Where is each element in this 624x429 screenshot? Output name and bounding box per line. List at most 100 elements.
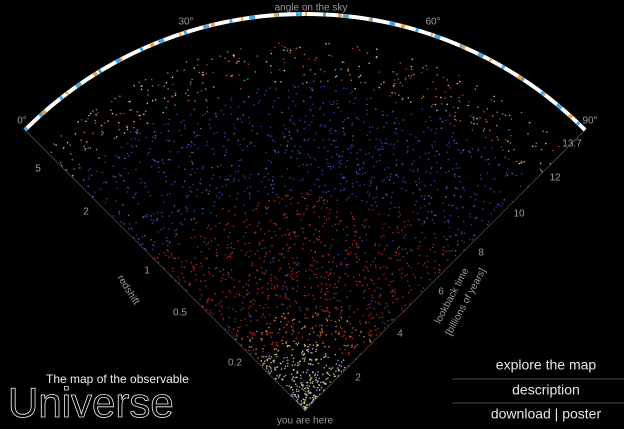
galaxy-dot [340, 370, 343, 373]
galaxy-dot [233, 123, 235, 125]
galaxy-dot [197, 147, 200, 150]
galaxy-dot [436, 171, 439, 173]
galaxy-dot [362, 163, 365, 165]
galaxy-dot [302, 371, 305, 374]
galaxy-dot [214, 267, 217, 270]
galaxy-dot [402, 180, 404, 182]
galaxy-dot [354, 253, 357, 255]
galaxy-dot [448, 142, 451, 144]
galaxy-dot [469, 213, 471, 215]
galaxy-dot [153, 245, 155, 247]
galaxy-dot [336, 211, 338, 213]
galaxy-dot [297, 213, 299, 215]
galaxy-dot [345, 345, 348, 347]
galaxy-dot [288, 233, 290, 236]
galaxy-dot [545, 131, 548, 133]
galaxy-dot [497, 203, 500, 206]
galaxy-dot [343, 176, 345, 179]
galaxy-dot [307, 348, 310, 351]
galaxy-dot [381, 253, 383, 255]
galaxy-dot [522, 161, 524, 164]
galaxy-dot [319, 108, 321, 110]
galaxy-dot [312, 206, 314, 209]
galaxy-dot [334, 320, 337, 323]
galaxy-dot [204, 88, 207, 90]
galaxy-dot [255, 282, 258, 285]
galaxy-dot [201, 192, 203, 194]
galaxy-dot [480, 177, 483, 180]
galaxy-dot [326, 200, 329, 203]
galaxy-dot [297, 264, 299, 266]
galaxy-dot [309, 96, 312, 99]
galaxy-dot [445, 238, 448, 241]
galaxy-dot [378, 213, 381, 216]
galaxy-dot [363, 161, 365, 164]
galaxy-dot [308, 385, 311, 387]
galaxy-dot [166, 249, 168, 251]
galaxy-dot [358, 118, 360, 121]
galaxy-dot [337, 359, 339, 362]
galaxy-dot [228, 195, 231, 198]
galaxy-dot [288, 266, 291, 269]
galaxy-dot [200, 265, 203, 268]
galaxy-dot [353, 217, 355, 220]
galaxy-dot [304, 313, 307, 316]
galaxy-dot [368, 334, 371, 337]
galaxy-dot [316, 374, 319, 376]
galaxy-dot [383, 126, 385, 128]
menu-item[interactable]: explore the map [496, 357, 597, 373]
galaxy-dot [282, 58, 285, 60]
galaxy-dot [390, 258, 392, 260]
galaxy-dot [172, 270, 175, 273]
galaxy-dot [410, 289, 412, 291]
galaxy-dot [476, 193, 479, 196]
galaxy-dot [304, 325, 307, 327]
galaxy-dot [337, 106, 339, 109]
galaxy-dot [380, 142, 383, 144]
galaxy-dot [104, 201, 107, 204]
galaxy-dot [285, 149, 287, 151]
galaxy-dot [281, 315, 284, 318]
menu-item[interactable]: description [512, 382, 580, 398]
galaxy-dot [292, 380, 295, 382]
galaxy-dot [271, 179, 274, 182]
menu-item[interactable]: download | poster [491, 406, 602, 422]
galaxy-dot [218, 197, 220, 199]
galaxy-dot [324, 355, 326, 358]
galaxy-dot [191, 141, 193, 144]
galaxy-dot [177, 151, 179, 153]
galaxy-dot [221, 313, 223, 316]
galaxy-dot [449, 215, 452, 217]
galaxy-dot [245, 283, 248, 286]
galaxy-dot [136, 129, 139, 131]
galaxy-dot [286, 307, 289, 309]
galaxy-dot [356, 173, 359, 176]
galaxy-dot [335, 325, 337, 328]
galaxy-dot [194, 171, 196, 174]
galaxy-dot [150, 218, 153, 221]
galaxy-dot [317, 371, 319, 373]
galaxy-dot [87, 117, 89, 120]
galaxy-dot [329, 247, 331, 249]
galaxy-dot [434, 260, 437, 263]
galaxy-dot [428, 151, 430, 154]
galaxy-dot [313, 80, 315, 82]
galaxy-dot [302, 100, 305, 102]
galaxy-dot [344, 272, 347, 275]
galaxy-dot [291, 319, 294, 322]
galaxy-dot [372, 282, 375, 285]
galaxy-dot [448, 145, 451, 148]
galaxy-dot [275, 317, 277, 319]
galaxy-dot [340, 306, 343, 308]
galaxy-dot [258, 244, 261, 246]
galaxy-dot [431, 166, 433, 169]
galaxy-dot [286, 288, 288, 291]
galaxy-dot [308, 138, 311, 140]
galaxy-dot [345, 239, 347, 242]
galaxy-dot [160, 228, 162, 230]
galaxy-dot [248, 274, 251, 277]
galaxy-dot [385, 122, 388, 124]
galaxy-dot [306, 139, 309, 142]
galaxy-dot [305, 192, 308, 194]
galaxy-dot [206, 257, 208, 260]
